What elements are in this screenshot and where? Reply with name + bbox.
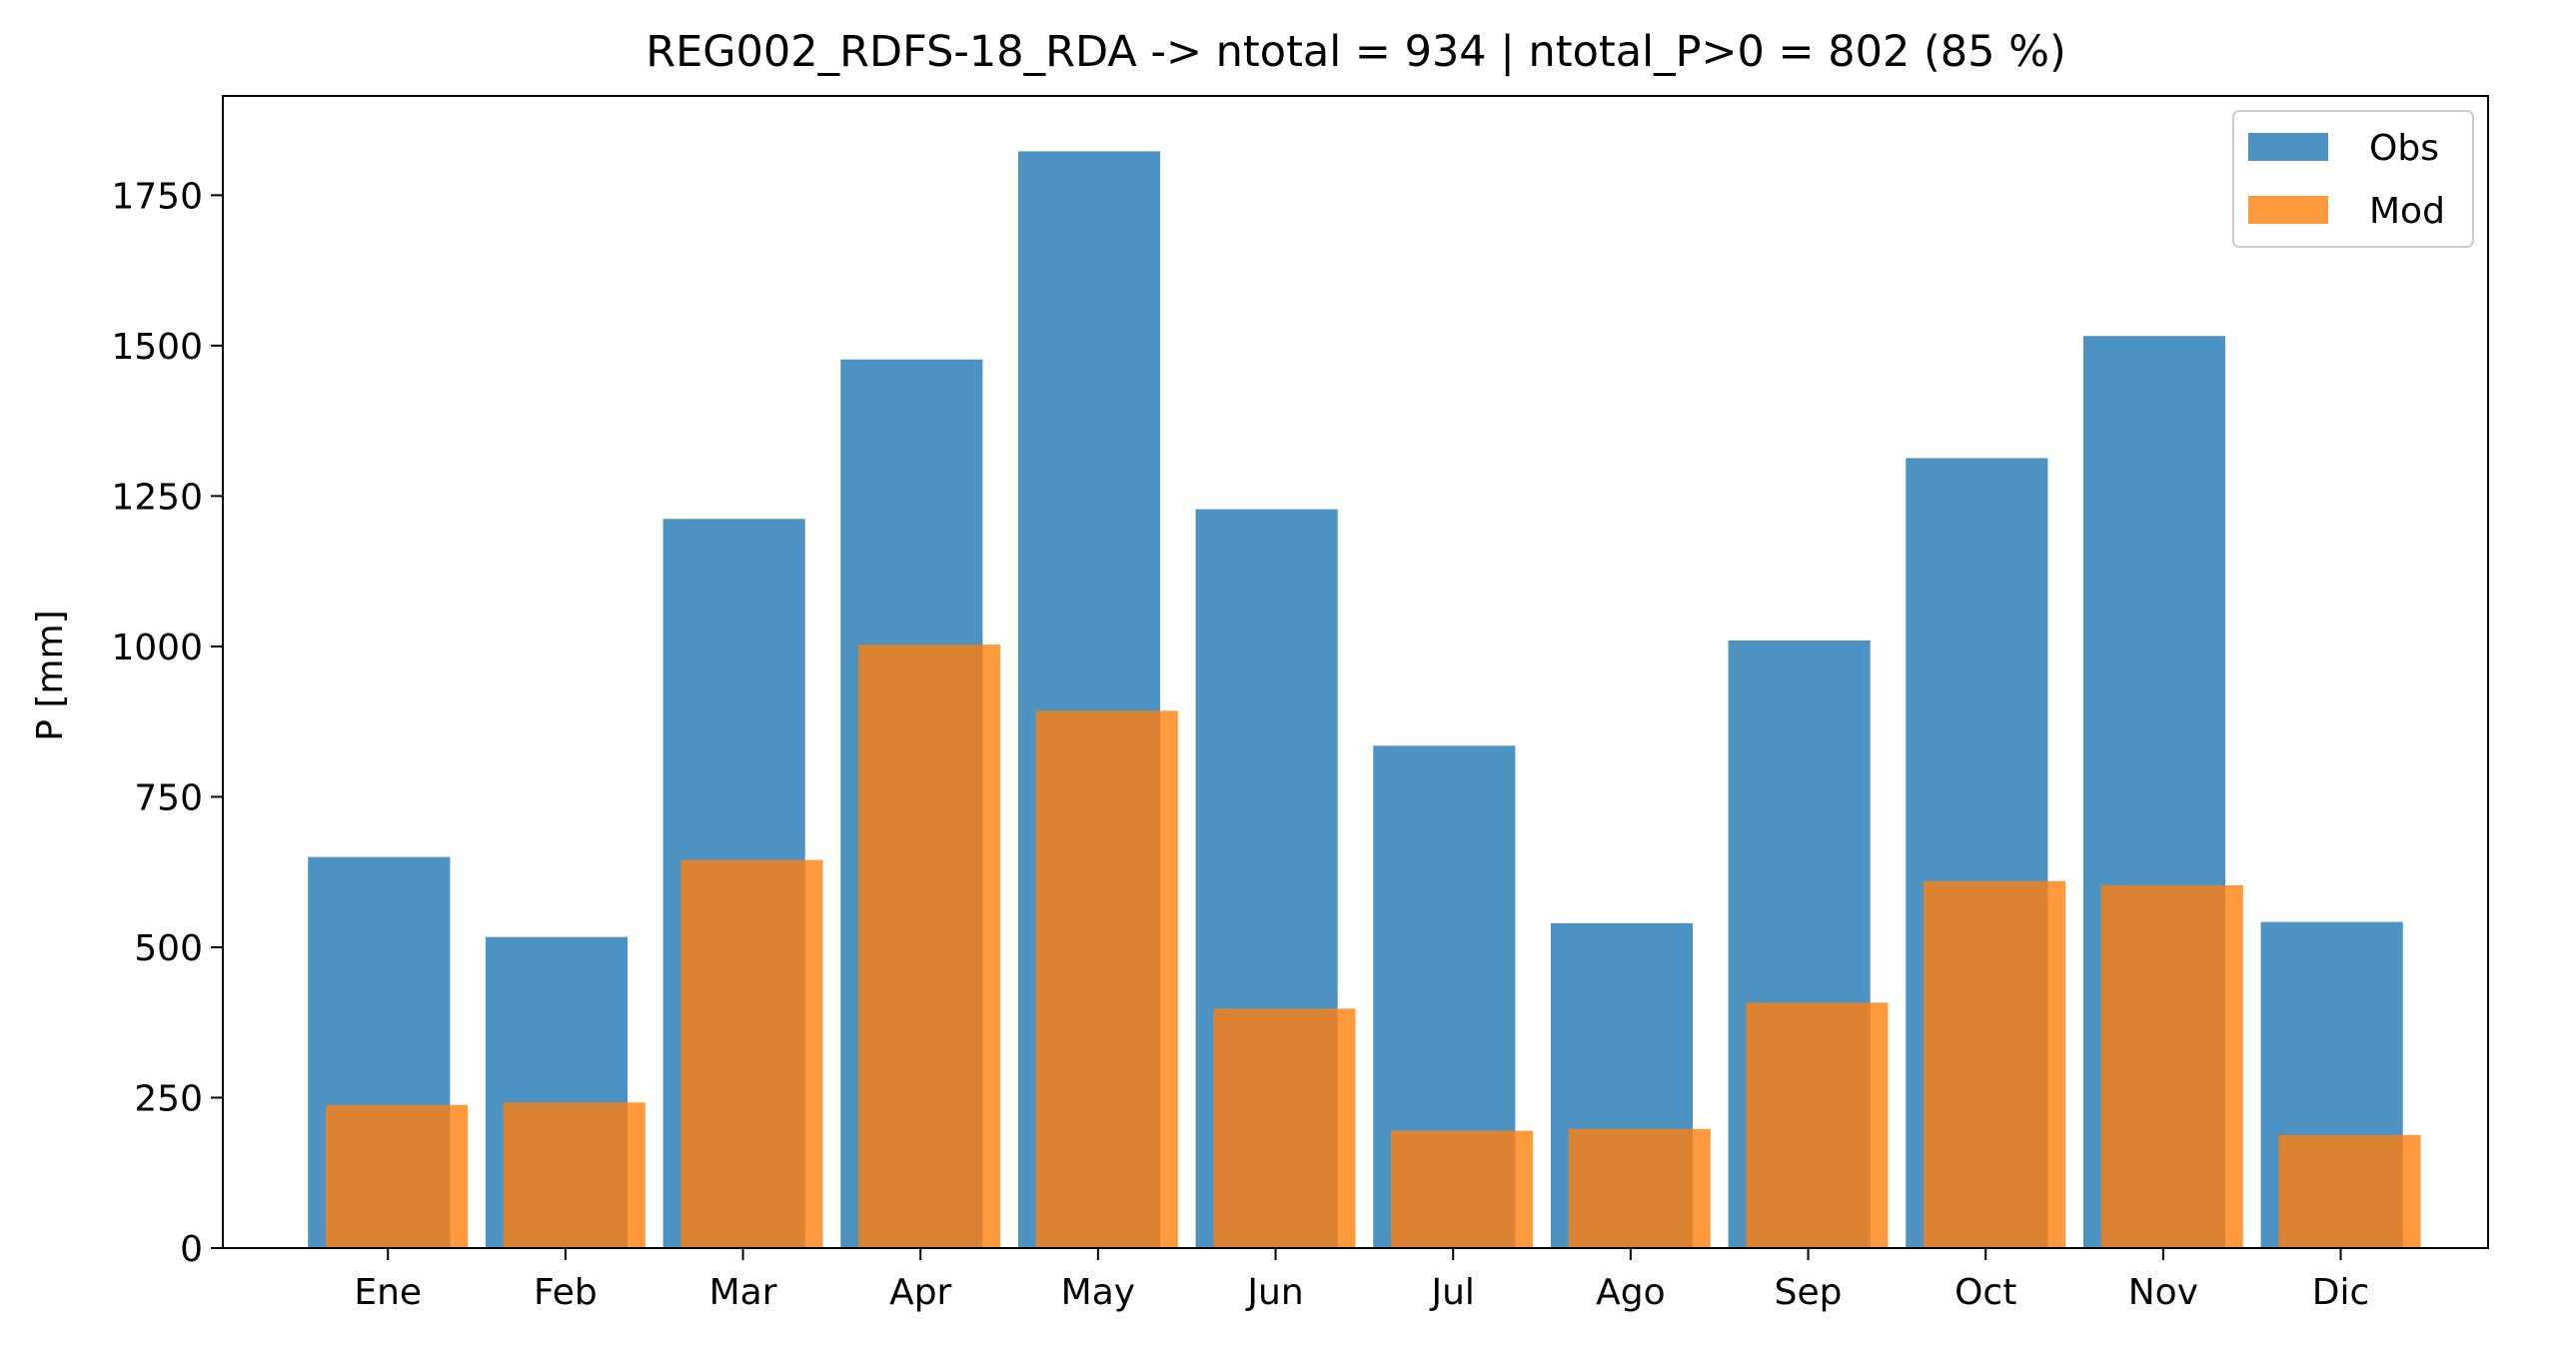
bar-mod-mar	[680, 859, 823, 1248]
bar-mod-may	[1035, 710, 1178, 1248]
x-tick-label-jul: Jul	[1429, 1272, 1474, 1313]
bar-mod-dic	[2278, 1134, 2421, 1248]
chart-title: REG002_RDFS-18_RDA -> ntotal = 934 | nto…	[645, 27, 2066, 77]
bar-mod-jun	[1213, 1008, 1356, 1248]
bar-mod-ago	[1568, 1128, 1711, 1248]
bar-mod-jul	[1391, 1130, 1534, 1248]
x-tick-label-sep: Sep	[1775, 1272, 1843, 1313]
x-tick-label-ago: Ago	[1596, 1272, 1666, 1313]
x-tick-label-oct: Oct	[1954, 1272, 2016, 1313]
y-tick-label: 250	[134, 1078, 203, 1119]
y-tick-label: 500	[134, 928, 203, 969]
legend-swatch-mod	[2248, 196, 2328, 224]
bars-layer	[308, 151, 2421, 1249]
y-tick-label: 0	[180, 1229, 203, 1270]
chart-legend: Obs Mod	[2232, 110, 2474, 248]
y-tick-label: 1000	[111, 628, 203, 669]
y-axis-label: P [mm]	[30, 610, 71, 740]
axes-layer: 0 250 500 750 1000 1250 1500 1750 Ene Feb Mar Apr Ma…	[111, 95, 2489, 1313]
y-tick-label: 1250	[111, 477, 203, 518]
bar-mod-apr	[858, 645, 1001, 1248]
x-tick-label-ene: Ene	[354, 1272, 422, 1313]
legend-label-obs: Obs	[2369, 128, 2439, 169]
bar-mod-ene	[326, 1104, 469, 1248]
x-tick-label-jun: Jun	[1245, 1272, 1303, 1313]
x-tick-label-mar: Mar	[709, 1272, 777, 1313]
x-tick-label-nov: Nov	[2128, 1272, 2198, 1313]
y-tick-label: 1750	[111, 176, 203, 217]
x-tick-label-dic: Dic	[2312, 1272, 2370, 1313]
bar-mod-nov	[2100, 884, 2243, 1248]
y-tick-label: 750	[134, 777, 203, 818]
bar-mod-feb	[503, 1102, 645, 1248]
plot-frame	[222, 95, 2489, 1249]
legend-label-mod: Mod	[2369, 191, 2445, 232]
legend-swatch-obs	[2248, 133, 2328, 161]
bar-mod-oct	[1924, 880, 2066, 1248]
x-tick-label-apr: Apr	[889, 1272, 951, 1313]
x-tick-label-feb: Feb	[534, 1272, 598, 1313]
y-tick-label: 1500	[111, 327, 203, 368]
bar-mod-sep	[1746, 1002, 1889, 1248]
x-tick-label-may: May	[1061, 1272, 1135, 1313]
